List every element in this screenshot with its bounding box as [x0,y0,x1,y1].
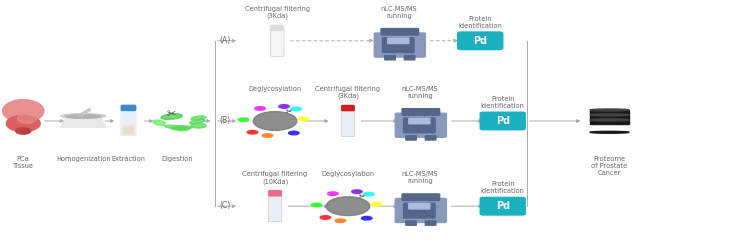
FancyBboxPatch shape [480,112,526,130]
Text: Proteome
of Prostate
Cancer: Proteome of Prostate Cancer [591,156,627,176]
Ellipse shape [171,126,192,130]
FancyBboxPatch shape [409,203,430,209]
FancyBboxPatch shape [271,25,284,30]
Ellipse shape [153,120,166,125]
FancyBboxPatch shape [269,191,282,196]
FancyBboxPatch shape [121,109,136,135]
Text: Centrifugal filtering
(3Kda): Centrifugal filtering (3Kda) [316,86,380,99]
Circle shape [361,216,372,220]
Text: Pd: Pd [495,201,510,211]
FancyBboxPatch shape [374,33,425,57]
FancyBboxPatch shape [395,113,447,137]
FancyBboxPatch shape [121,105,136,110]
FancyBboxPatch shape [404,118,435,133]
FancyBboxPatch shape [270,29,284,56]
Text: Deglycosylation: Deglycosylation [248,86,302,92]
Circle shape [279,105,289,108]
Text: Protein
Identification: Protein Identification [481,181,525,194]
FancyBboxPatch shape [342,105,354,111]
Circle shape [288,131,299,135]
Circle shape [364,193,374,196]
Text: Pd: Pd [495,116,510,126]
FancyBboxPatch shape [406,136,416,140]
FancyBboxPatch shape [590,120,629,124]
Ellipse shape [16,128,31,134]
Ellipse shape [191,116,206,120]
FancyBboxPatch shape [123,126,133,134]
Text: Centrifugal filtering
(3Kda): Centrifugal filtering (3Kda) [245,6,309,19]
Text: nLC-MS/MS
running: nLC-MS/MS running [381,6,417,19]
Text: nLC-MS/MS
running: nLC-MS/MS running [402,171,438,184]
Text: Deglycosylation: Deglycosylation [322,171,374,177]
Ellipse shape [253,112,297,130]
Ellipse shape [66,115,101,118]
FancyBboxPatch shape [406,221,416,225]
Text: Digestion: Digestion [161,156,193,162]
Circle shape [262,134,273,137]
FancyBboxPatch shape [385,56,395,60]
Circle shape [238,118,248,121]
Ellipse shape [590,114,629,116]
FancyBboxPatch shape [425,136,436,140]
Text: (B): (B) [219,116,230,125]
Text: Extraction: Extraction [111,156,145,162]
Ellipse shape [76,115,84,116]
Circle shape [371,202,382,206]
FancyBboxPatch shape [395,198,447,223]
Polygon shape [61,116,106,127]
FancyBboxPatch shape [383,38,414,53]
Text: ✂: ✂ [166,110,176,120]
Ellipse shape [161,114,182,119]
Ellipse shape [590,109,629,111]
FancyBboxPatch shape [480,197,526,215]
FancyBboxPatch shape [590,115,629,119]
Text: Centrifugal filtering
(10Kda): Centrifugal filtering (10Kda) [242,171,307,185]
FancyBboxPatch shape [341,109,355,137]
Ellipse shape [590,119,629,121]
Ellipse shape [61,114,106,118]
Text: Homogenization: Homogenization [56,156,111,162]
FancyBboxPatch shape [402,109,440,115]
Text: Pd: Pd [473,36,487,46]
Circle shape [352,190,362,194]
Text: nLC-MS/MS
running: nLC-MS/MS running [402,86,438,99]
Text: ✂: ✂ [285,107,291,116]
Ellipse shape [2,100,44,122]
Text: PCa
Tissue: PCa Tissue [13,156,34,169]
Ellipse shape [190,119,205,124]
Ellipse shape [191,123,206,128]
Circle shape [291,107,301,111]
Circle shape [247,131,258,134]
FancyBboxPatch shape [458,32,503,50]
Text: Protein
Identification: Protein Identification [459,16,502,29]
Text: ✂: ✂ [358,192,364,201]
Circle shape [320,216,331,219]
Circle shape [298,117,309,121]
FancyBboxPatch shape [409,118,430,124]
Text: Protein
Identification: Protein Identification [481,96,525,109]
Ellipse shape [165,125,184,129]
Ellipse shape [6,115,40,132]
FancyBboxPatch shape [404,203,435,218]
FancyBboxPatch shape [381,28,419,35]
Circle shape [335,219,346,223]
FancyBboxPatch shape [590,110,629,114]
Circle shape [311,203,322,207]
FancyBboxPatch shape [404,56,415,60]
Ellipse shape [590,131,629,133]
Text: (A): (A) [219,36,230,45]
Text: (C): (C) [219,201,230,210]
Circle shape [328,192,338,195]
Ellipse shape [175,126,190,131]
Circle shape [255,107,265,110]
FancyBboxPatch shape [268,194,282,222]
FancyBboxPatch shape [388,38,409,44]
Ellipse shape [17,113,36,123]
FancyBboxPatch shape [402,194,440,200]
FancyBboxPatch shape [425,221,436,225]
Ellipse shape [326,197,370,216]
